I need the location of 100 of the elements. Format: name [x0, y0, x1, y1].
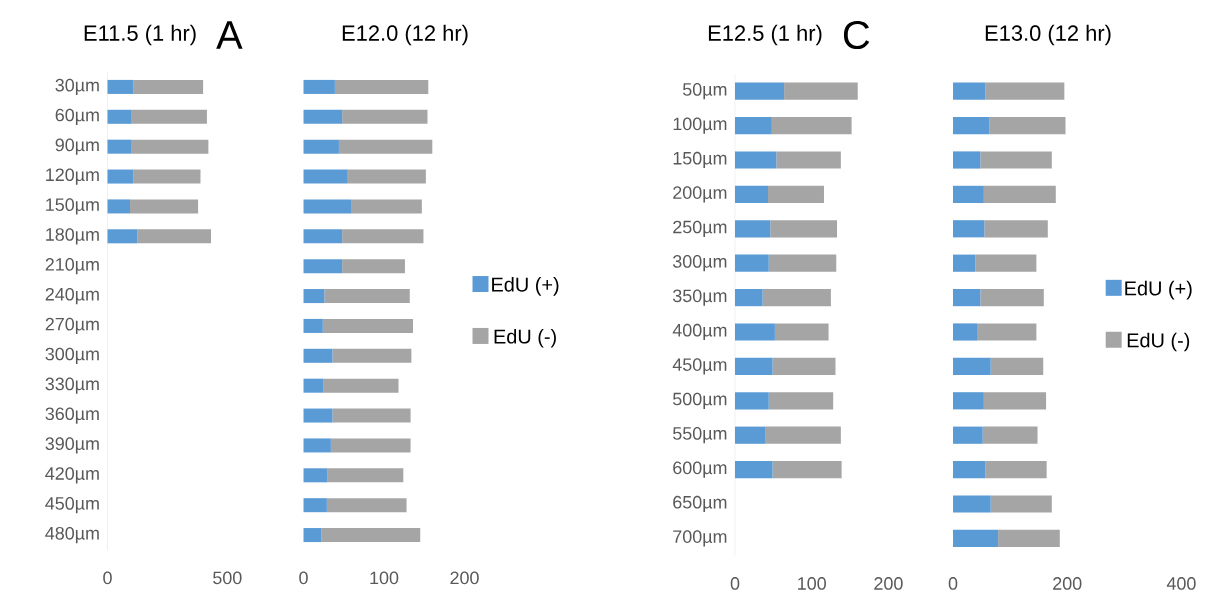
y-tick-label: 330µm — [45, 377, 99, 394]
bar — [303, 169, 348, 184]
y-tick-label: 240µm — [45, 287, 99, 305]
bar — [953, 426, 983, 444]
bar — [303, 438, 331, 453]
bar — [980, 288, 1044, 307]
bar — [770, 220, 838, 238]
bar — [982, 426, 1038, 444]
bar — [303, 79, 335, 94]
bar — [338, 139, 433, 154]
bar — [303, 289, 325, 304]
bar — [953, 323, 977, 341]
bar — [953, 185, 984, 203]
y-tick-label: 420µm — [45, 467, 99, 484]
bar — [735, 288, 763, 307]
bar — [953, 254, 976, 272]
y-tick-label: 500µm — [673, 392, 727, 409]
y-tick-label: 50µm — [682, 83, 727, 100]
y-tick-label: 180µm — [46, 228, 99, 245]
y-tick-label: 120µm — [46, 168, 99, 185]
bar — [767, 185, 824, 203]
bar — [107, 199, 131, 214]
bar — [976, 323, 1037, 341]
bar — [351, 199, 422, 214]
bar — [772, 460, 842, 479]
bar — [975, 254, 1037, 272]
bar — [990, 357, 1044, 375]
bar — [953, 82, 986, 100]
bar — [303, 498, 327, 513]
y-tick-label: 480µm — [45, 526, 99, 544]
bar — [107, 139, 131, 154]
bar — [735, 254, 769, 272]
bar — [303, 348, 333, 363]
bar — [107, 109, 131, 124]
y-tick-label: 300µm — [672, 255, 727, 272]
chart-title: E12.5 (1 hr) — [708, 24, 822, 46]
bar — [133, 169, 201, 184]
bar — [985, 460, 1047, 479]
bar — [765, 426, 841, 444]
bar — [303, 318, 323, 333]
bar — [768, 392, 834, 410]
bar — [347, 169, 426, 184]
bar — [735, 116, 772, 135]
y-tick-label: 30µm — [55, 78, 99, 96]
y-tick-label: 450µm — [672, 358, 727, 375]
text: A — [216, 21, 243, 49]
bar — [768, 254, 837, 272]
bar — [735, 357, 773, 375]
bar — [330, 438, 411, 453]
bar — [776, 151, 841, 169]
legend-label: EdU (-) — [1127, 332, 1190, 352]
x-tick-label: 100 — [798, 577, 826, 590]
bar — [953, 495, 991, 513]
bar — [303, 229, 343, 244]
x-tick-label: 0 — [103, 571, 112, 585]
y-tick-label: 550µm — [673, 427, 727, 444]
text: C — [843, 20, 870, 50]
bar — [303, 468, 328, 483]
y-tick-label: 200µm — [673, 186, 727, 203]
bar — [735, 392, 769, 410]
bar — [983, 185, 1056, 203]
x-tick-label: 400 — [1166, 577, 1196, 590]
bar — [953, 151, 981, 169]
bar — [130, 199, 199, 214]
y-tick-label: 270µm — [45, 317, 99, 335]
y-tick-label: 250µm — [673, 220, 727, 237]
chart-title: E13.0 (12 hr) — [985, 24, 1111, 46]
y-tick-label: 100µm — [673, 117, 727, 134]
bar — [107, 169, 134, 184]
y-tick-label: 300µm — [45, 347, 99, 364]
bar — [953, 288, 981, 307]
bar — [326, 498, 407, 513]
legend-label: EdU (-) — [494, 328, 556, 348]
bar — [771, 116, 852, 135]
bar — [303, 528, 322, 543]
bar — [735, 185, 768, 203]
bar — [327, 468, 404, 483]
y-tick-label: 150µm — [673, 151, 727, 169]
y-tick-label: 390µm — [45, 437, 99, 454]
x-tick-label: 200 — [1053, 577, 1082, 590]
bar — [953, 116, 990, 135]
bar — [784, 82, 858, 100]
bar — [735, 460, 773, 479]
bar — [953, 529, 999, 547]
bar — [953, 357, 991, 375]
bar — [953, 220, 985, 238]
bar — [322, 318, 413, 333]
legend-label: EdU (+) — [1125, 280, 1192, 300]
bar — [332, 408, 411, 423]
bar — [321, 528, 421, 543]
bar — [303, 139, 339, 154]
legend-label: EdU (+) — [492, 277, 559, 296]
x-tick-label: 200 — [874, 577, 903, 590]
bar — [762, 288, 831, 307]
bar — [984, 220, 1048, 238]
bar — [342, 229, 424, 244]
bar — [774, 323, 829, 341]
bar — [303, 408, 333, 423]
bar — [980, 151, 1052, 169]
x-tick-label: 0 — [299, 571, 308, 585]
